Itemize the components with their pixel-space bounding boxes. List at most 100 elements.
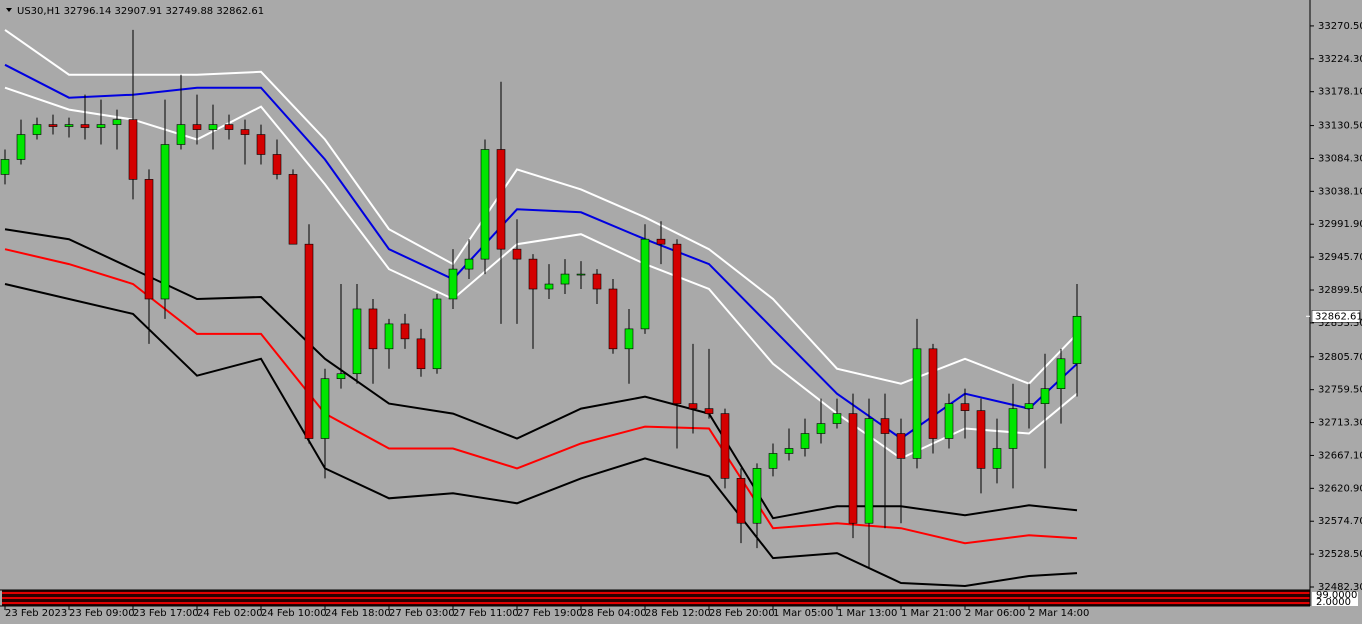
y-tick-label: 32667.10 xyxy=(1318,450,1362,461)
candle-body xyxy=(864,418,874,524)
band-line xyxy=(4,228,1078,520)
plot xyxy=(0,29,1082,588)
candle-body xyxy=(752,468,762,524)
candle-body xyxy=(336,373,346,380)
x-tick-label: 24 Feb 02:00 xyxy=(197,608,263,619)
x-tick-label: 27 Feb 19:00 xyxy=(517,608,583,619)
y-tick-label: 33178.10 xyxy=(1318,87,1362,98)
x-tick-label: 1 Mar 13:00 xyxy=(837,608,897,619)
candle-body xyxy=(80,124,90,128)
band-line xyxy=(4,283,1078,588)
x-tick-label: 23 Feb 17:00 xyxy=(133,608,199,619)
candle-body xyxy=(384,323,394,350)
y-tick-label: 33224.30 xyxy=(1318,54,1362,65)
candle-body xyxy=(32,124,42,135)
header-high: 32907.91 xyxy=(115,6,163,17)
candle-body xyxy=(464,258,474,270)
band-line xyxy=(4,63,1078,440)
candle-body xyxy=(320,378,330,439)
candle-body xyxy=(880,418,890,434)
candle-body xyxy=(256,134,266,155)
candle-body xyxy=(784,448,794,454)
candle-body xyxy=(368,308,378,350)
chart-header: US30,H1 32796.14 32907.91 32749.88 32862… xyxy=(17,6,264,17)
candle-body xyxy=(1024,403,1034,409)
band-line xyxy=(4,86,1078,460)
candle-body xyxy=(160,144,170,300)
x-tick-label: 23 Feb 09:00 xyxy=(69,608,135,619)
candle-body xyxy=(416,338,426,370)
y-tick-label: 32853.30 xyxy=(1318,318,1362,329)
y-tick-label: 33270.50 xyxy=(1318,21,1362,32)
candle-body xyxy=(560,273,570,285)
x-tick-label: 23 Feb 2023 xyxy=(5,608,67,619)
x-tick-label: 1 Mar 05:00 xyxy=(773,608,833,619)
band-line xyxy=(4,29,1078,385)
y-tick-label: 32759.50 xyxy=(1318,385,1362,396)
candle-body xyxy=(912,348,922,459)
x-tick-label: 28 Feb 20:00 xyxy=(709,608,775,619)
candle-body xyxy=(816,423,826,434)
y-tick-label: 32713.30 xyxy=(1318,418,1362,429)
candle-body xyxy=(608,288,618,350)
band-line xyxy=(4,248,1078,545)
x-tick-label: 2 Mar 06:00 xyxy=(965,608,1025,619)
candle-body xyxy=(720,413,730,479)
x-tick-label: 1 Mar 21:00 xyxy=(901,608,961,619)
candle-body xyxy=(848,413,858,524)
subwindow-stripe xyxy=(2,597,1310,599)
candle-body xyxy=(96,124,106,128)
subwindow-label-box xyxy=(1312,592,1358,599)
y-tick-label: 32991.90 xyxy=(1318,219,1362,230)
y-tick-label: 32482.30 xyxy=(1318,582,1362,593)
candle-body xyxy=(128,119,138,180)
candle-body xyxy=(1008,408,1018,449)
candle-body xyxy=(1056,358,1066,389)
candle-body xyxy=(0,159,10,175)
subwindow-stripe xyxy=(2,602,1310,604)
candle-body xyxy=(592,273,602,290)
candle-body xyxy=(64,124,74,127)
candle-body xyxy=(16,134,26,160)
x-tick-label: 27 Feb 11:00 xyxy=(453,608,519,619)
candle-body xyxy=(448,268,458,300)
candle-body xyxy=(576,273,586,276)
y-tick-label: 33038.10 xyxy=(1318,186,1362,197)
y-tick-label: 33130.50 xyxy=(1318,121,1362,132)
last-price-box xyxy=(1311,310,1361,323)
candle-body xyxy=(656,238,666,245)
candle-body xyxy=(672,243,682,404)
candle-body xyxy=(480,149,490,260)
candle-body xyxy=(272,154,282,175)
candle-body xyxy=(288,174,298,245)
candle-body xyxy=(1072,315,1082,364)
header-close: 32862.61 xyxy=(216,6,264,17)
candle-body xyxy=(976,410,986,469)
candle-body xyxy=(1040,388,1050,404)
candle-body xyxy=(544,283,554,290)
subwindow-stripe xyxy=(2,592,1310,594)
candle-body xyxy=(208,124,218,130)
x-tick-label: 28 Feb 04:00 xyxy=(581,608,647,619)
y-tick-label: 33084.30 xyxy=(1318,153,1362,164)
subwindow-label: 99.0000 xyxy=(1316,590,1357,601)
candle-body xyxy=(432,298,442,370)
y-tick-label: 32899.50 xyxy=(1318,285,1362,296)
candle-body xyxy=(768,453,778,469)
candle-body xyxy=(400,323,410,340)
candle-body xyxy=(304,243,314,439)
candle-body xyxy=(352,308,362,375)
candle-body xyxy=(496,149,506,250)
menu-arrow[interactable] xyxy=(6,8,12,12)
candle-body xyxy=(240,129,250,135)
candle-body xyxy=(992,448,1002,469)
candle-body xyxy=(800,433,810,449)
candle-body xyxy=(704,408,714,414)
candle-body xyxy=(176,124,186,145)
last-price-label: 32862.61 xyxy=(1315,311,1362,322)
candle-body xyxy=(832,413,842,424)
y-tick-label: 32620.90 xyxy=(1318,483,1362,494)
x-tick-label: 28 Feb 12:00 xyxy=(645,608,711,619)
x-tick-label: 24 Feb 10:00 xyxy=(261,608,327,619)
